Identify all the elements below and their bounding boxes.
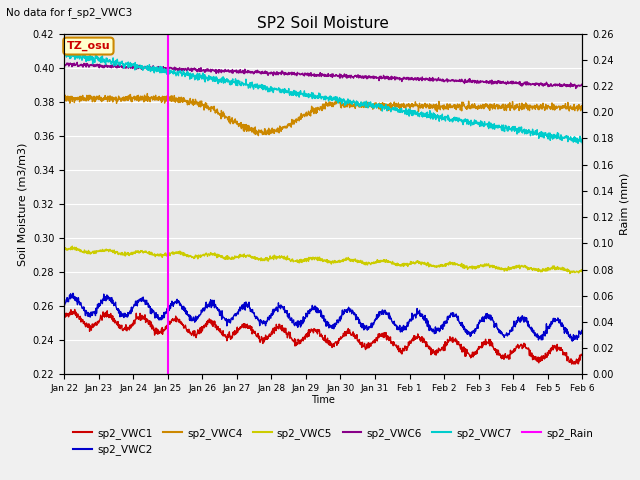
Y-axis label: Raim (mm): Raim (mm) bbox=[620, 173, 629, 235]
X-axis label: Time: Time bbox=[311, 395, 335, 405]
Legend: sp2_VWC1, sp2_VWC2, sp2_VWC4, sp2_VWC5, sp2_VWC6, sp2_VWC7, sp2_Rain: sp2_VWC1, sp2_VWC2, sp2_VWC4, sp2_VWC5, … bbox=[69, 424, 597, 459]
Text: No data for f_sp2_VWC3: No data for f_sp2_VWC3 bbox=[6, 7, 132, 18]
Y-axis label: Soil Moisture (m3/m3): Soil Moisture (m3/m3) bbox=[17, 142, 27, 266]
Title: SP2 Soil Moisture: SP2 Soil Moisture bbox=[257, 16, 389, 31]
Text: TZ_osu: TZ_osu bbox=[67, 41, 110, 51]
